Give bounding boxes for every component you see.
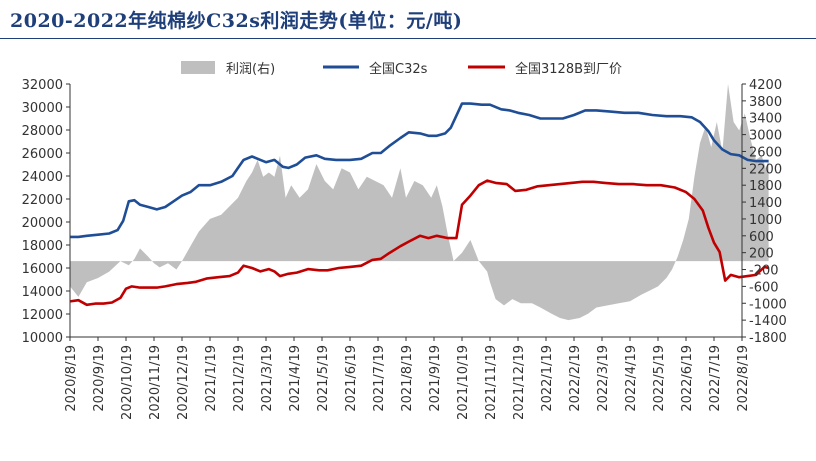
x-tick-label: 2021/4/19	[288, 345, 303, 412]
x-tick-label: 2022/4/19	[624, 345, 639, 412]
x-tick-label: 2020/10/19	[120, 345, 135, 420]
y-left-tick-label: 18000	[22, 239, 63, 254]
y-right-tick-label: -600	[749, 280, 779, 295]
x-tick-label: 2020/9/19	[92, 345, 107, 412]
y-left-tick-label: 22000	[22, 193, 63, 208]
x-tick-label: 2022/7/19	[708, 345, 723, 412]
x-tick-label: 2022/6/19	[680, 345, 695, 412]
y-right-tick-label: -1400	[749, 314, 787, 329]
x-tick-label: 2021/7/19	[372, 345, 387, 412]
x-tick-label: 2021/1/19	[204, 345, 219, 412]
y-right-tick-label: -1800	[749, 331, 787, 346]
chart-title: 2020-2022年纯棉纱C32s利润走势(单位：元/吨)	[10, 10, 463, 32]
x-tick-label: 2021/6/19	[344, 345, 359, 412]
y-left-tick-label: 12000	[22, 308, 63, 323]
x-tick-label: 2022/5/19	[652, 345, 667, 412]
x-tick-label: 2020/8/19	[64, 345, 79, 412]
x-tick-label: 2021/5/19	[316, 345, 331, 412]
y-right-tick-label: 1400	[749, 196, 782, 211]
y-left-tick-label: 20000	[22, 216, 63, 231]
x-tick-label: 2021/3/19	[260, 345, 275, 412]
y-right-tick-label: -200	[749, 264, 779, 279]
y-right-tick-label: 1800	[749, 179, 782, 194]
y-right-tick-label: -1000	[749, 297, 787, 312]
x-tick-label: 2020/11/19	[148, 345, 163, 420]
y-left-tick-label: 26000	[22, 147, 63, 162]
x-tick-label: 2021/10/19	[456, 345, 471, 420]
y-right-tick-label: 3800	[749, 95, 782, 110]
y-left-tick-label: 32000	[22, 78, 63, 93]
y-right-tick-label: 2600	[749, 145, 782, 160]
legend-swatch-profit	[181, 61, 215, 74]
x-tick-label: 2021/8/19	[400, 345, 415, 412]
legend-label-3128b: 全国3128B到厂价	[515, 61, 622, 77]
plot-area: 10000 12000 14000 16000 18000 20000 22000 24000…	[22, 78, 787, 420]
y-left-tick-label: 28000	[22, 124, 63, 139]
y-right-tick-label: 3400	[749, 112, 782, 127]
title-underline	[0, 38, 816, 39]
y-left-tick-label: 14000	[22, 285, 63, 300]
x-tick-label: 2022/1/19	[540, 345, 555, 412]
series-line-c32s	[70, 102, 769, 239]
x-tick-label: 2021/2/19	[232, 345, 247, 412]
y-right-tick-label: 200	[749, 247, 774, 262]
x-tick-label: 2022/8/19	[736, 345, 751, 412]
y-left-tick-label: 24000	[22, 170, 63, 185]
x-tick-label: 2021/12/19	[512, 345, 527, 420]
x-tick-label: 2020/12/19	[176, 345, 191, 420]
x-tick-label: 2021/11/19	[484, 345, 499, 420]
y-left-tick-label: 16000	[22, 262, 63, 277]
y-right-tick-label: 3000	[749, 129, 782, 144]
y-left-tick-label: 30000	[22, 101, 63, 116]
y-right-tick-label: 600	[749, 230, 774, 245]
series-area-profit	[70, 84, 769, 321]
legend-label-c32s: 全国C32s	[369, 61, 428, 77]
y-right-tick-label: 4200	[749, 78, 782, 93]
legend: 利润(右) 全国C32s 全国3128B到厂价	[181, 61, 622, 77]
x-tick-label: 2021/9/19	[428, 345, 443, 412]
y-left-tick-label: 10000	[22, 331, 63, 346]
y-right-tick-label: 1000	[749, 213, 782, 228]
x-tick-label: 2022/2/19	[568, 345, 583, 412]
series-line-3128b	[69, 179, 769, 307]
legend-label-profit: 利润(右)	[226, 62, 275, 77]
y-right-tick-label: 2200	[749, 162, 782, 177]
x-tick-label: 2022/3/19	[596, 345, 611, 412]
